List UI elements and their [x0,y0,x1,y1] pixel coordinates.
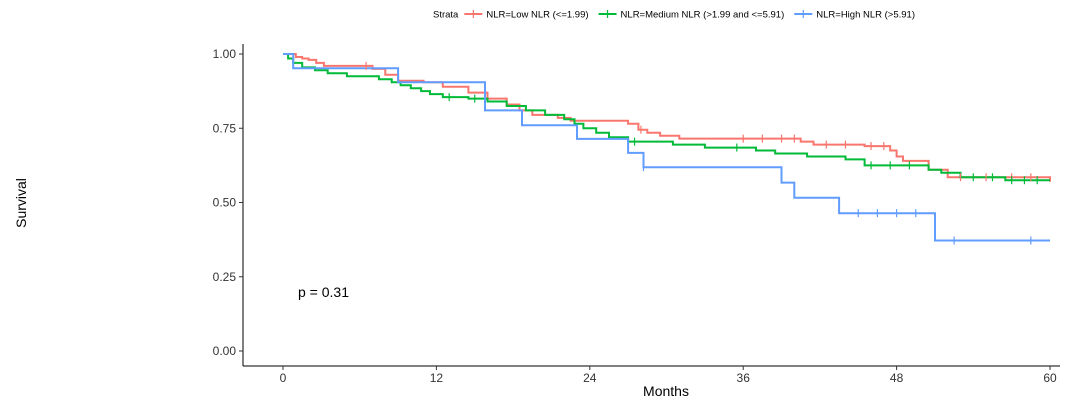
legend-label-3: NLR=High NLR (>5.91) [816,10,915,21]
legend-title: Strata [433,10,459,21]
p-value-annotation: p = 0.31 [298,284,349,300]
x-axis-title: Months [643,383,689,399]
survival-curve-3 [283,53,1050,242]
y-tick-label: 0.25 [213,270,237,284]
y-tick-label: 1.00 [213,47,237,61]
x-tick-label: 48 [890,371,904,385]
y-tick-label: 0.75 [213,121,237,135]
legend-label-2: NLR=Medium NLR (>1.99 and <=5.91) [621,10,785,21]
legend-label-1: NLR=Low NLR (<=1.99) [486,10,588,21]
y-axis-title: Survival [13,178,29,228]
y-tick-label: 0.00 [213,344,237,358]
x-tick-label: 12 [430,371,444,385]
legend: Strata NLR=Low NLR (<=1.99) NLR=Medium NLR… [433,10,915,21]
x-tick-label: 0 [280,371,287,385]
x-axis: 0 12 24 36 48 60 [243,365,1060,385]
y-axis: 0.00 0.25 0.50 0.75 1.00 [213,44,244,366]
survival-curves [283,53,1051,242]
y-tick-label: 0.50 [213,196,237,210]
censor-marks [365,61,1038,245]
x-tick-label: 24 [583,371,597,385]
survival-curve-2 [283,53,1050,182]
x-tick-label: 36 [737,371,751,385]
x-tick-label: 60 [1043,371,1057,385]
